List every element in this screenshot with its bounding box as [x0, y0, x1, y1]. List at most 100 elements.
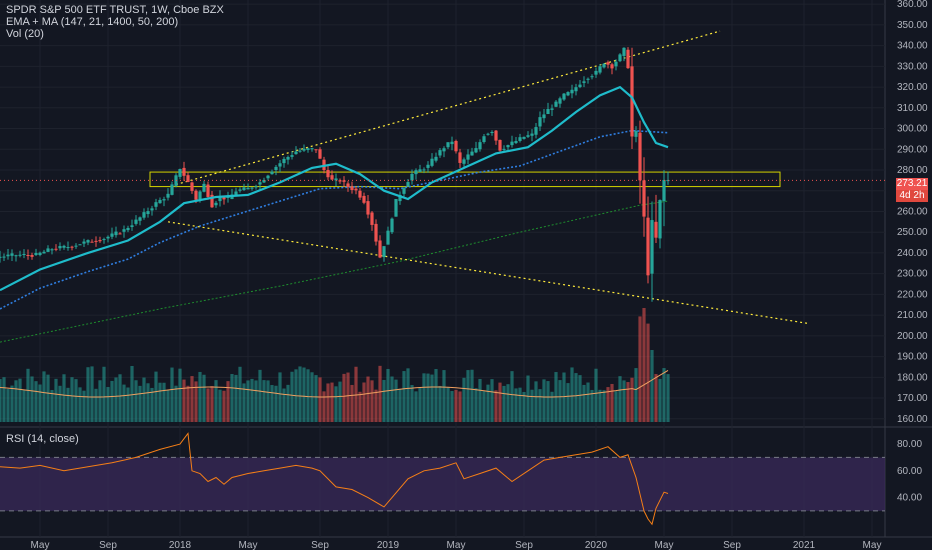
volume-bar	[622, 380, 626, 422]
candle-body	[6, 254, 10, 257]
volume-bar	[6, 388, 10, 422]
candle-body	[78, 244, 82, 246]
price-tick-label: 160.00	[897, 414, 928, 425]
candle-body	[114, 231, 118, 236]
volume-bar	[370, 380, 374, 422]
volume-bar	[330, 382, 334, 422]
candle-body	[14, 255, 18, 257]
candle-body	[106, 236, 110, 239]
candle-body	[514, 140, 518, 144]
price-tick-label: 240.00	[897, 248, 928, 259]
time-tick-label: May	[655, 540, 674, 550]
candle-body	[254, 186, 258, 188]
volume-bar	[158, 382, 162, 422]
volume-bar	[390, 376, 394, 422]
volume-bar	[318, 377, 322, 422]
volume-bar	[586, 382, 590, 422]
ema-ma-legend[interactable]: EMA + MA (147, 21, 1400, 50, 200)	[6, 16, 179, 28]
volume-bar	[594, 368, 598, 422]
volume-bar	[110, 380, 114, 422]
trendline	[167, 221, 809, 325]
candle-body	[442, 148, 446, 152]
candle-body	[650, 220, 654, 274]
time-tick-label: May	[447, 540, 466, 550]
candle-body	[314, 149, 318, 151]
candle-body	[358, 190, 362, 198]
volume-bar	[46, 374, 50, 422]
volume-bar	[394, 379, 398, 422]
volume-bar	[214, 380, 218, 422]
volume-bar	[74, 379, 78, 422]
candle-body	[482, 136, 486, 143]
candle-body	[426, 164, 430, 168]
volume-bar	[358, 391, 362, 422]
candle-body	[594, 70, 598, 75]
volume-bar	[306, 369, 310, 422]
volume-bar	[230, 374, 234, 422]
volume-bar	[578, 375, 582, 422]
price-tick-label: 330.00	[897, 61, 928, 72]
candle-body	[126, 227, 130, 231]
candle-body	[630, 66, 634, 137]
price-tick-label: 260.00	[897, 206, 928, 217]
volume-bar	[0, 379, 2, 422]
candle-body	[134, 219, 138, 224]
candle-body	[310, 148, 314, 150]
price-tick-label: 180.00	[897, 372, 928, 383]
time-tick-label: 2021	[793, 540, 816, 550]
candle-body	[534, 127, 538, 135]
volume-bar	[178, 368, 182, 422]
volume-bar	[314, 375, 318, 422]
candle-body	[438, 150, 442, 156]
candle-body	[54, 248, 58, 250]
volume-bar	[90, 366, 94, 422]
candle-body	[626, 49, 630, 69]
candle-body	[150, 208, 154, 211]
candle-body	[154, 202, 158, 207]
candle-body	[466, 154, 470, 160]
candle-body	[506, 145, 510, 148]
price-tick-label: 360.00	[897, 0, 928, 10]
volume-bar	[274, 385, 278, 422]
candle-body	[282, 158, 286, 164]
rsi-band	[0, 457, 885, 511]
volume-bar	[286, 384, 290, 422]
volume-bar	[634, 368, 638, 422]
volume-bar	[466, 370, 470, 422]
candle-body	[326, 170, 330, 178]
volume-bar	[222, 390, 226, 422]
volume-bar	[470, 369, 474, 422]
rsi-legend[interactable]: RSI (14, close)	[6, 433, 79, 445]
volume-bar	[10, 385, 14, 422]
volume-bar	[102, 366, 106, 422]
volume-bar	[498, 382, 502, 422]
volume-bar	[66, 387, 70, 422]
candle-body	[374, 223, 378, 242]
candle-body	[270, 171, 274, 175]
candle-body	[370, 212, 374, 225]
volume-bar	[210, 386, 214, 422]
candle-body	[366, 201, 370, 215]
candle-body	[238, 189, 242, 191]
candle-body	[330, 175, 334, 180]
volume-legend[interactable]: Vol (20)	[6, 28, 44, 40]
candle-body	[302, 148, 306, 151]
candle-body	[550, 108, 554, 110]
volume-bar	[606, 387, 610, 422]
candle-body	[518, 137, 522, 141]
candle-body	[206, 184, 210, 197]
candle-body	[406, 182, 410, 187]
candle-body	[142, 212, 146, 218]
volume-bar	[290, 371, 294, 422]
ma200-line	[0, 200, 669, 343]
volume-bar	[162, 382, 166, 422]
volume-bar	[438, 385, 442, 422]
volume-bar	[342, 373, 346, 422]
symbol-legend[interactable]: SPDR S&P 500 ETF TRUST, 1W, Cboe BZX	[6, 4, 224, 16]
candle-body	[486, 133, 490, 135]
price-tick-label: 320.00	[897, 82, 928, 93]
price-tick-label: 250.00	[897, 227, 928, 238]
volume-bar	[434, 369, 438, 422]
candle-body	[214, 202, 218, 206]
candle-body	[582, 81, 586, 83]
